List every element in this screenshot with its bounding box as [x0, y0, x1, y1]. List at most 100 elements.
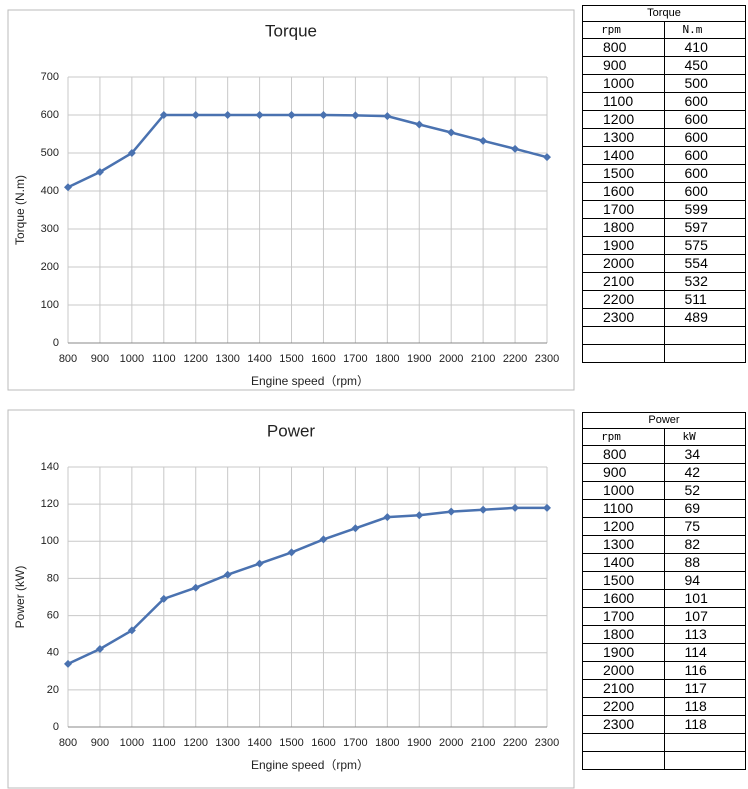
- marker: [415, 120, 424, 129]
- table-cell: Power: [582, 412, 746, 429]
- table-cell: 1500: [582, 571, 665, 590]
- x-tick-label: 1300: [215, 353, 239, 365]
- y-tick-label: 80: [47, 572, 59, 584]
- table-row: 1400 88: [582, 553, 746, 572]
- table-cell: 1600: [582, 589, 665, 608]
- x-tick-label: 2000: [439, 353, 463, 365]
- table-cell: 900: [582, 463, 665, 482]
- x-tick-label: 1000: [120, 353, 144, 365]
- table-cell: 1900: [582, 643, 665, 662]
- x-tick-label: 2300: [535, 353, 559, 365]
- table-cell: 117: [663, 679, 746, 698]
- x-tick-label: 1500: [279, 737, 303, 749]
- x-tick-label: 2000: [439, 737, 463, 749]
- table-row: [582, 733, 746, 752]
- table-cell: 118: [663, 697, 746, 716]
- y-tick-label: 500: [41, 147, 59, 159]
- table-cell: 532: [663, 272, 746, 291]
- table-row: 1200 75: [582, 517, 746, 536]
- y-tick-label: 100: [41, 299, 59, 311]
- x-tick-label: 1000: [120, 737, 144, 749]
- table-row: 1500 94: [582, 571, 746, 590]
- table-cell: 600: [663, 128, 746, 147]
- table-row: [582, 344, 746, 363]
- marker: [191, 111, 200, 119]
- table-cell: 1700: [582, 607, 665, 626]
- chart-title: Torque: [265, 21, 317, 40]
- x-tick-label: 2200: [503, 353, 527, 365]
- y-tick-label: 140: [41, 461, 59, 473]
- x-tick-label: 1600: [311, 737, 335, 749]
- x-tick-label: 1400: [247, 353, 271, 365]
- marker: [287, 111, 296, 119]
- marker: [351, 524, 360, 533]
- table-cell: 1000: [582, 481, 665, 500]
- table-cell: 511: [663, 290, 746, 309]
- torque-table: Torque rpm N.m 800 410 900 450 1000 500 1100 600 12…: [582, 5, 746, 363]
- x-tick-label: 1100: [152, 737, 176, 749]
- table-row: 1900 575: [582, 236, 746, 255]
- y-tick-label: 700: [41, 71, 59, 83]
- table-cell: [663, 326, 746, 345]
- table-row: 1100 69: [582, 499, 746, 518]
- line: [67, 506, 547, 665]
- table-row: 1100 600: [582, 92, 746, 111]
- table-cell: 1900: [582, 236, 665, 255]
- table-cell: 2100: [582, 272, 665, 291]
- y-tick-label: 40: [47, 647, 59, 659]
- table-cell: 554: [663, 254, 746, 273]
- table-cell: 575: [663, 236, 746, 255]
- power-table: Power rpm kW 800 34 900 42 1000 52 1100 69 1200 75 13…: [582, 412, 746, 770]
- table-cell: 489: [663, 308, 746, 327]
- x-tick-label: 1500: [279, 353, 303, 365]
- table-row: 1900 114: [582, 643, 746, 662]
- table-cell: [582, 733, 665, 752]
- x-tick-label: 900: [91, 737, 109, 749]
- table-cell: 600: [663, 164, 746, 183]
- table-cell: 1300: [582, 535, 665, 554]
- table-cell: 2200: [582, 290, 665, 309]
- table-cell: 107: [663, 607, 746, 626]
- chart-title: Power: [267, 421, 316, 440]
- table-cell: 600: [663, 110, 746, 129]
- y-tick-label: 120: [41, 498, 59, 510]
- table-row: 2000 554: [582, 254, 746, 273]
- table-cell: [582, 344, 665, 363]
- x-tick-label: 2100: [471, 353, 495, 365]
- table-cell: N.m: [663, 21, 746, 39]
- marker: [287, 548, 296, 557]
- marker: [479, 136, 488, 145]
- marker: [191, 583, 200, 592]
- table-row: 1800 113: [582, 625, 746, 644]
- marker: [223, 570, 232, 579]
- table-cell: 2000: [582, 661, 665, 680]
- y-axis-label: Power (kW): [13, 566, 27, 629]
- table-row: 900 42: [582, 463, 746, 482]
- marker: [447, 507, 456, 516]
- table-cell: 600: [663, 182, 746, 201]
- marker: [64, 659, 72, 668]
- table-cell: [582, 751, 665, 770]
- table-cell: 118: [663, 715, 746, 734]
- table-cell: 2000: [582, 254, 665, 273]
- table-row: 2000 116: [582, 661, 746, 680]
- table-cell: kW: [663, 428, 746, 446]
- marker: [95, 645, 104, 653]
- table-row: 1700 599: [582, 200, 746, 219]
- table-row: 2100 117: [582, 679, 746, 698]
- table-row: 1000 500: [582, 74, 746, 93]
- table-row: 800 410: [582, 38, 746, 57]
- y-tick-label: 400: [41, 185, 59, 197]
- table-cell: 1500: [582, 164, 665, 183]
- table-row: 1500 600: [582, 164, 746, 183]
- table-row: rpm kW: [582, 428, 746, 446]
- y-tick-label: 0: [53, 721, 59, 733]
- table-cell: 42: [663, 463, 746, 482]
- table-row: 2300 118: [582, 715, 746, 734]
- table-cell: 2300: [582, 308, 665, 327]
- table-cell: 1300: [582, 128, 665, 147]
- table-row: 2300 489: [582, 308, 746, 327]
- y-tick-label: 60: [47, 609, 59, 621]
- table-cell: rpm: [582, 428, 665, 446]
